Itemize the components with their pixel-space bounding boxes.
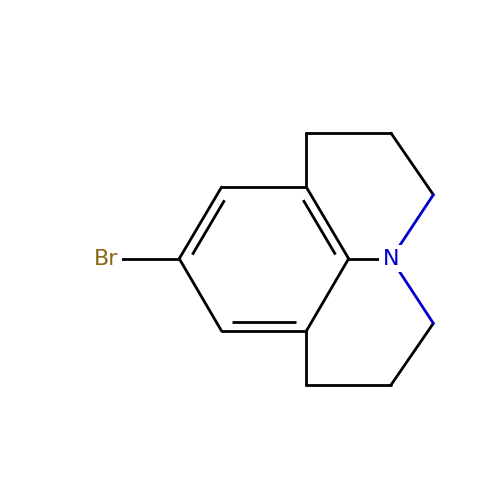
Text: N: N [383,248,399,268]
Text: Br: Br [94,248,118,268]
